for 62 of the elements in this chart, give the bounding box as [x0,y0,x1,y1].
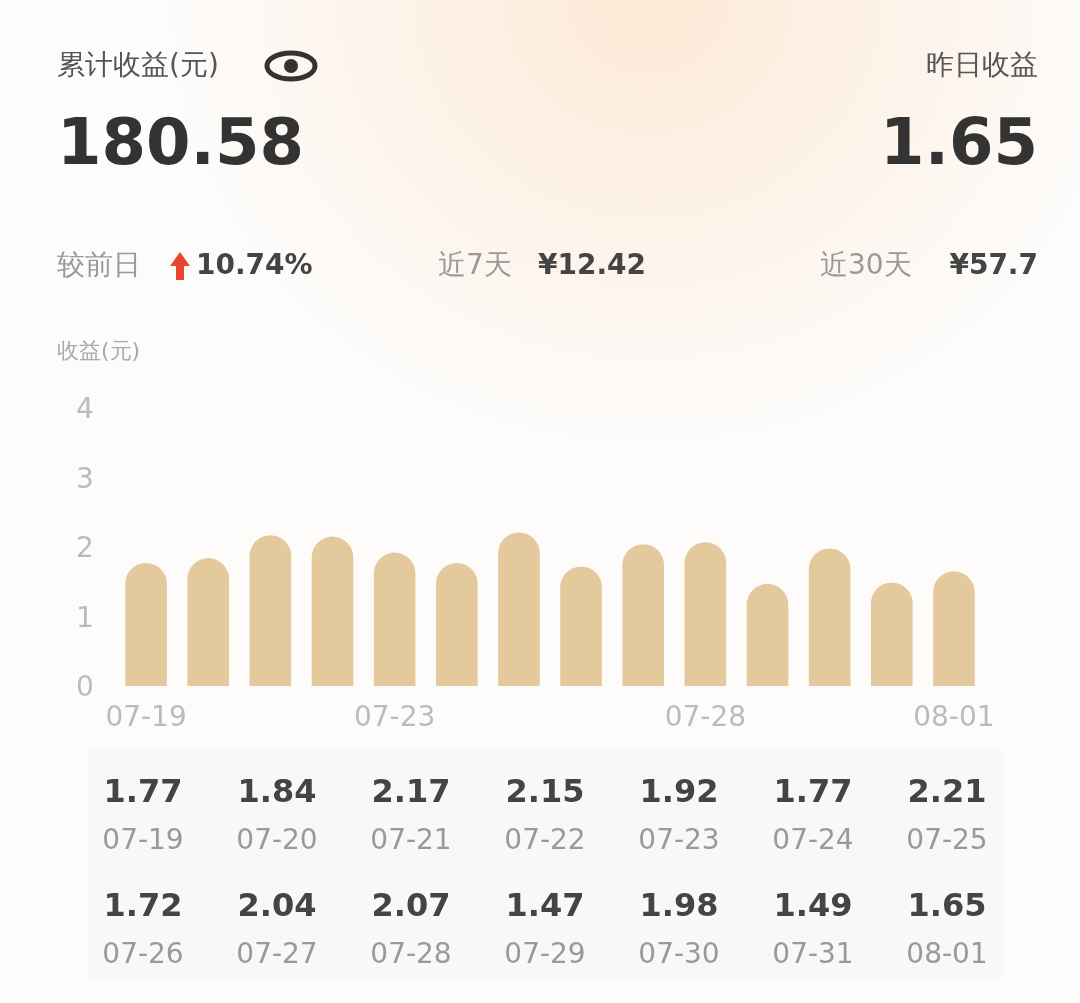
x-tick-label: 07-19 [105,700,187,733]
y-tick-label: 4 [76,392,94,425]
text: 07-24 [772,823,854,856]
text: 07-31 [772,937,854,970]
text: 07-25 [906,823,988,856]
y-tick-label: 2 [76,531,94,564]
bar [249,535,292,686]
bar [622,544,665,686]
text: 07-22 [504,823,586,856]
text: 07-21 [370,823,452,856]
x-tick-label: 08-01 [913,700,995,733]
x-tick-label: 07-23 [353,700,436,733]
bar [560,566,602,686]
y-tick-label: 0 [76,670,94,703]
text: 1.47 [505,886,585,924]
text: 10.74% [196,248,313,281]
y-tick-label: 1 [76,600,94,634]
text: 180.58 [57,105,304,179]
text: 07-23 [638,823,720,856]
text: ¥12.42 [538,248,647,281]
text: 累计收益(元) [57,48,219,81]
text: 2.07 [371,886,451,924]
text: 2.17 [371,772,451,810]
text: 07-30 [638,937,720,970]
text: 1.65 [880,105,1038,179]
y-axis-title: 收益(元) [57,338,141,363]
bar [933,571,975,686]
text: 1.77 [773,772,853,810]
bar [498,532,540,686]
text: 近30天 [820,248,912,281]
text: 昨日收益 [926,48,1038,81]
text: 07-19 [102,823,184,856]
bar [435,563,478,686]
text: 07-27 [236,937,318,970]
text: 07-26 [102,937,184,970]
bar [870,582,913,686]
text: 1.49 [773,886,853,924]
text: 近7天 [438,248,512,281]
text: 1.84 [237,772,317,810]
text: 08-01 [906,937,988,970]
y-tick-label: 3 [76,461,94,495]
text: 1.72 [103,886,183,924]
text: 2.21 [907,772,987,810]
bar [125,563,167,686]
text: 1.77 [103,772,183,810]
text: 07-28 [370,937,452,970]
text: ¥57.7 [949,248,1038,281]
text: 1.65 [907,886,987,924]
text: 1.92 [639,772,719,810]
text: 07-20 [236,823,318,856]
bar [187,558,230,686]
text: 1.98 [639,886,719,924]
bar [746,583,789,686]
text: 07-29 [504,937,586,970]
bar [808,548,851,686]
text: 2.04 [237,886,317,924]
bar [684,542,727,686]
bar [373,552,416,686]
x-tick-label: 07-28 [664,700,747,733]
bar [311,536,354,686]
text: 较前日 [57,248,141,281]
text: 2.15 [505,772,585,810]
